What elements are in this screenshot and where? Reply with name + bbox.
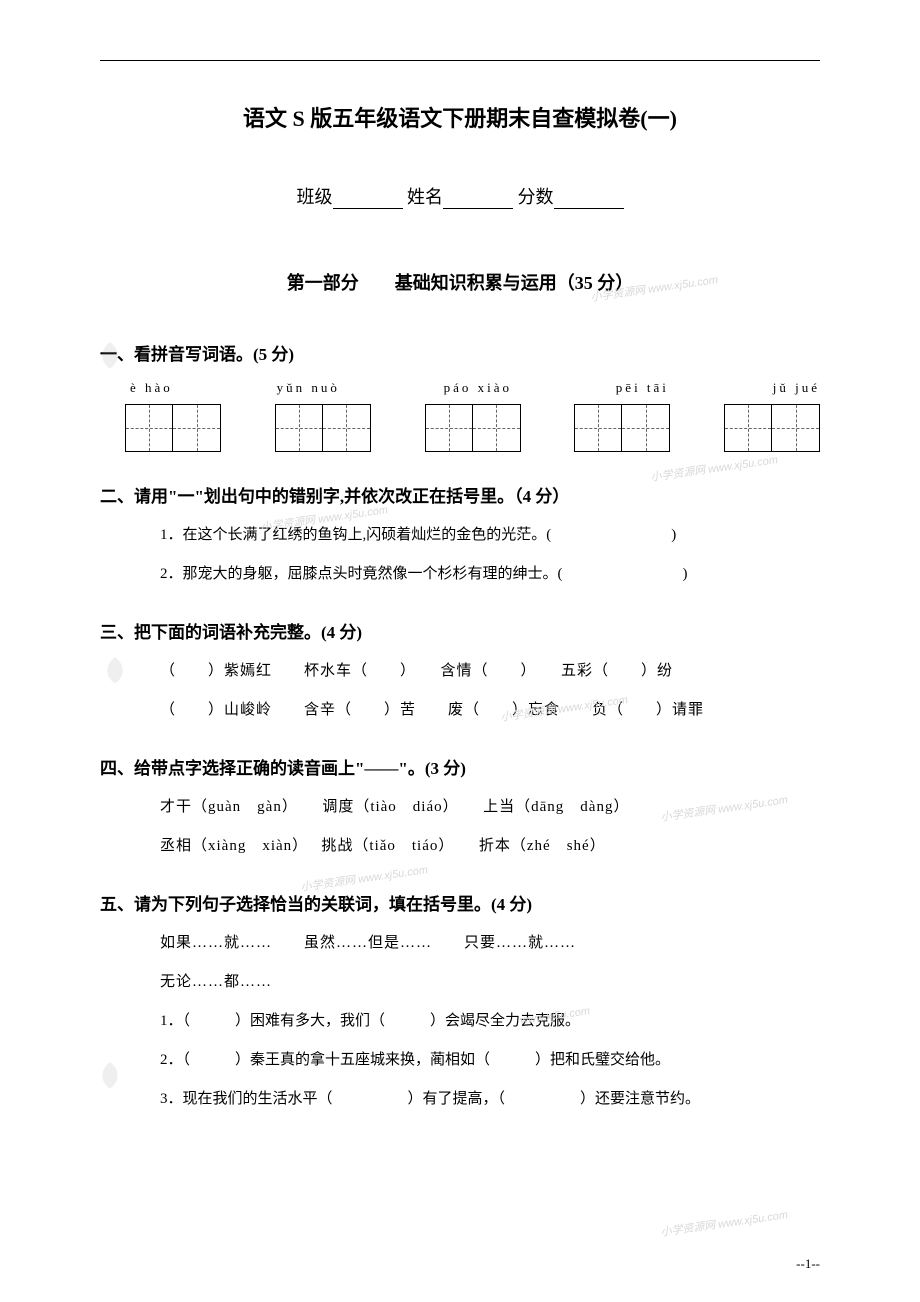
section-1: 一、看拼音写词语。(5 分) è hào yǔn nuò páo xiào pē… xyxy=(100,340,820,452)
char-box-pair-5[interactable] xyxy=(724,404,820,452)
s5-item-1: 1．（ ）困难有多大，我们（ ）会竭尽全力去克服。 xyxy=(100,1008,820,1035)
section-5: 五、请为下列句子选择恰当的关联词，填在括号里。(4 分) 如果……就…… 虽然…… xyxy=(100,890,820,1113)
char-box-pair-4[interactable] xyxy=(574,404,670,452)
score-label: 分数 xyxy=(518,187,554,207)
watermark-text: 小学资源网 www.xj5u.com xyxy=(650,451,779,485)
s5-options-1: 如果……就…… 虽然……但是…… 只要……就…… xyxy=(100,930,820,957)
section-5-title: 五、请为下列句子选择恰当的关联词，填在括号里。(4 分) xyxy=(100,890,820,915)
s5-item-3: 3．现在我们的生活水平（ ）有了提高，（ ）还要注意节约。 xyxy=(100,1086,820,1113)
section-3: 三、把下面的词语补充完整。(4 分) （ ）紫嫣红 杯水车（ ） 含情（ ） 五… xyxy=(100,618,820,724)
pinyin-5: jǔ jué xyxy=(773,380,820,396)
name-label: 姓名 xyxy=(407,187,443,207)
student-info-line: 班级 姓名 分数 xyxy=(100,183,820,209)
exam-title: 语文 S 版五年级语文下册期末自查模拟卷(一) xyxy=(100,101,820,133)
pinyin-1: è hào xyxy=(130,380,173,396)
section-4-title: 四、给带点字选择正确的读音画上"——"。(3 分) xyxy=(100,754,820,779)
s5-options-2: 无论……都…… xyxy=(100,969,820,996)
char-box-pair-3[interactable] xyxy=(425,404,521,452)
char-box-pair-1[interactable] xyxy=(125,404,221,452)
s4-row-1: 才干（guàn gàn） 调度（tiào diáo） 上当（dāng dàng） xyxy=(100,794,820,821)
section-1-title: 一、看拼音写词语。(5 分) xyxy=(100,340,820,365)
section-2: 二、请用"一"划出句中的错别字,并依次改正在括号里。（4 分） 1．在这个长满了… xyxy=(100,482,820,588)
char-boxes-row xyxy=(100,404,820,452)
s5-item-2: 2．（ ）秦王真的拿十五座城来换，蔺相如（ ）把和氏璧交给他。 xyxy=(100,1047,820,1074)
s2-item-2: 2．那宠大的身躯，屈膝点头时竟然像一个杉杉有理的绅士。() xyxy=(100,561,820,588)
pinyin-2: yǔn nuò xyxy=(277,380,340,396)
class-blank[interactable] xyxy=(333,189,403,209)
watermark-text: 小学资源网 www.xj5u.com xyxy=(660,1206,789,1240)
section-3-title: 三、把下面的词语补充完整。(4 分) xyxy=(100,618,820,643)
part-title: 第一部分 基础知识积累与运用（35 分） xyxy=(100,269,820,295)
s3-row-1: （ ）紫嫣红 杯水车（ ） 含情（ ） 五彩（ ）纷 xyxy=(100,658,820,685)
s3-row-2: （ ）山峻岭 含辛（ ）苦 废（ ）忘食 负（ ）请罪 xyxy=(100,697,820,724)
class-label: 班级 xyxy=(297,187,333,207)
pinyin-row: è hào yǔn nuò páo xiào pēi tāi jǔ jué xyxy=(100,380,820,396)
header-rule xyxy=(100,60,820,61)
page-number: --1-- xyxy=(796,1256,820,1272)
name-blank[interactable] xyxy=(443,189,513,209)
section-4: 四、给带点字选择正确的读音画上"——"。(3 分) 才干（guàn gàn） 调… xyxy=(100,754,820,860)
s4-row-2: 丞相（xiàng xiàn） 挑战（tiǎo tiáo） 折本（zhé shé） xyxy=(100,833,820,860)
pinyin-3: páo xiào xyxy=(444,380,512,396)
pinyin-4: pēi tāi xyxy=(616,380,669,396)
char-box-pair-2[interactable] xyxy=(275,404,371,452)
score-blank[interactable] xyxy=(554,189,624,209)
section-2-title: 二、请用"一"划出句中的错别字,并依次改正在括号里。（4 分） xyxy=(100,482,820,507)
s2-item-1: 1．在这个长满了红绣的鱼钩上,闪硕着灿烂的金色的光茫。() xyxy=(100,522,820,549)
